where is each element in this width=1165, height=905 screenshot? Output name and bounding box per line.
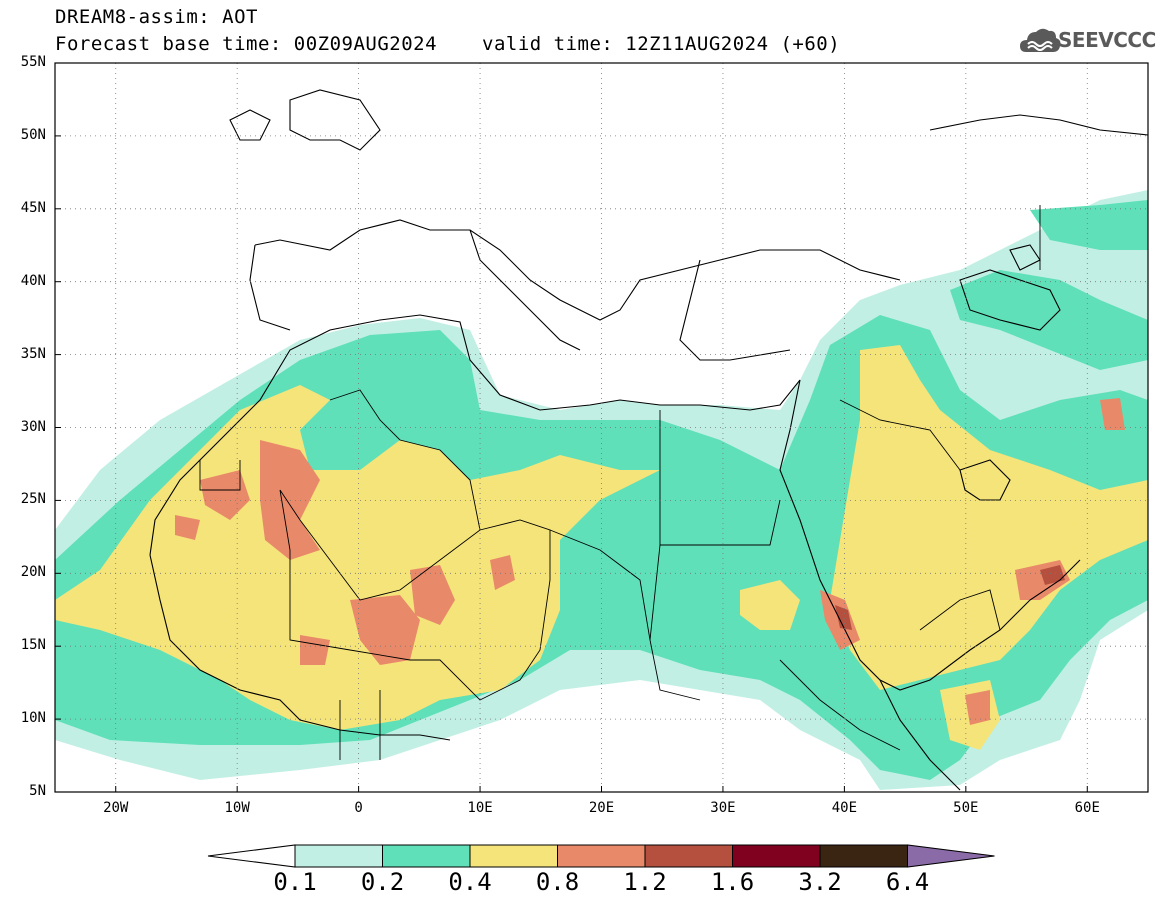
colorbar-swatch bbox=[382, 844, 471, 868]
colorbar-label: 6.4 bbox=[885, 868, 930, 896]
lon-label: 0 bbox=[354, 800, 363, 816]
logo-text: SEEVCCC bbox=[1058, 28, 1156, 52]
lat-label: 5N bbox=[29, 783, 46, 799]
lat-label: 40N bbox=[20, 272, 46, 289]
lat-label: 35N bbox=[20, 345, 46, 362]
lon-label: 10W bbox=[224, 800, 250, 816]
colorbar-label: 3.2 bbox=[798, 868, 842, 896]
graticule bbox=[55, 63, 1148, 792]
colorbar bbox=[207, 844, 995, 868]
colorbar-label: 0.4 bbox=[448, 868, 492, 896]
lat-label: 15N bbox=[20, 637, 46, 654]
forecast-base-time: Forecast base time: 00Z09AUG2024 bbox=[55, 33, 438, 55]
colorbar-under-arrow bbox=[207, 844, 296, 868]
lat-label: 30N bbox=[20, 418, 46, 435]
lon-label: 40E bbox=[831, 800, 858, 816]
colorbar-over-arrow bbox=[907, 844, 995, 868]
cloud-icon bbox=[1020, 28, 1061, 52]
lon-label: 10E bbox=[467, 800, 493, 816]
colorbar-label: 1.2 bbox=[623, 868, 667, 896]
lon-label: 30E bbox=[710, 800, 736, 816]
lon-label: 20E bbox=[588, 800, 615, 816]
lat-label: 10N bbox=[20, 710, 46, 727]
lon-label: 20W bbox=[103, 800, 129, 816]
lat-label: 50N bbox=[20, 126, 46, 143]
colorbar-label: 0.2 bbox=[360, 868, 405, 896]
aot-layer-0.8 bbox=[175, 398, 1125, 725]
colorbar-label: 0.8 bbox=[535, 868, 580, 896]
lat-label: 20N bbox=[20, 564, 46, 581]
colorbar-swatch bbox=[644, 844, 733, 868]
lon-label: 60E bbox=[1074, 800, 1100, 816]
valid-time: valid time: 12Z11AUG2024 (+60) bbox=[482, 33, 841, 55]
lat-label: 25N bbox=[20, 491, 46, 508]
colorbar-swatch bbox=[294, 844, 383, 868]
lat-label: 45N bbox=[20, 199, 46, 216]
colorbar-label: 0.1 bbox=[273, 868, 317, 896]
lon-label: 50E bbox=[953, 800, 979, 816]
colorbar-swatch bbox=[557, 844, 646, 868]
aot-layer-1.2 bbox=[835, 565, 1065, 630]
map-title: DREAM8-assim: AOT bbox=[55, 6, 258, 28]
colorbar-swatch bbox=[732, 844, 821, 868]
colorbar-swatch bbox=[819, 844, 908, 868]
lat-label: 55N bbox=[20, 54, 46, 70]
country-borders bbox=[199, 205, 1041, 760]
colorbar-label: 1.6 bbox=[710, 868, 755, 896]
colorbar-swatch bbox=[469, 844, 558, 868]
